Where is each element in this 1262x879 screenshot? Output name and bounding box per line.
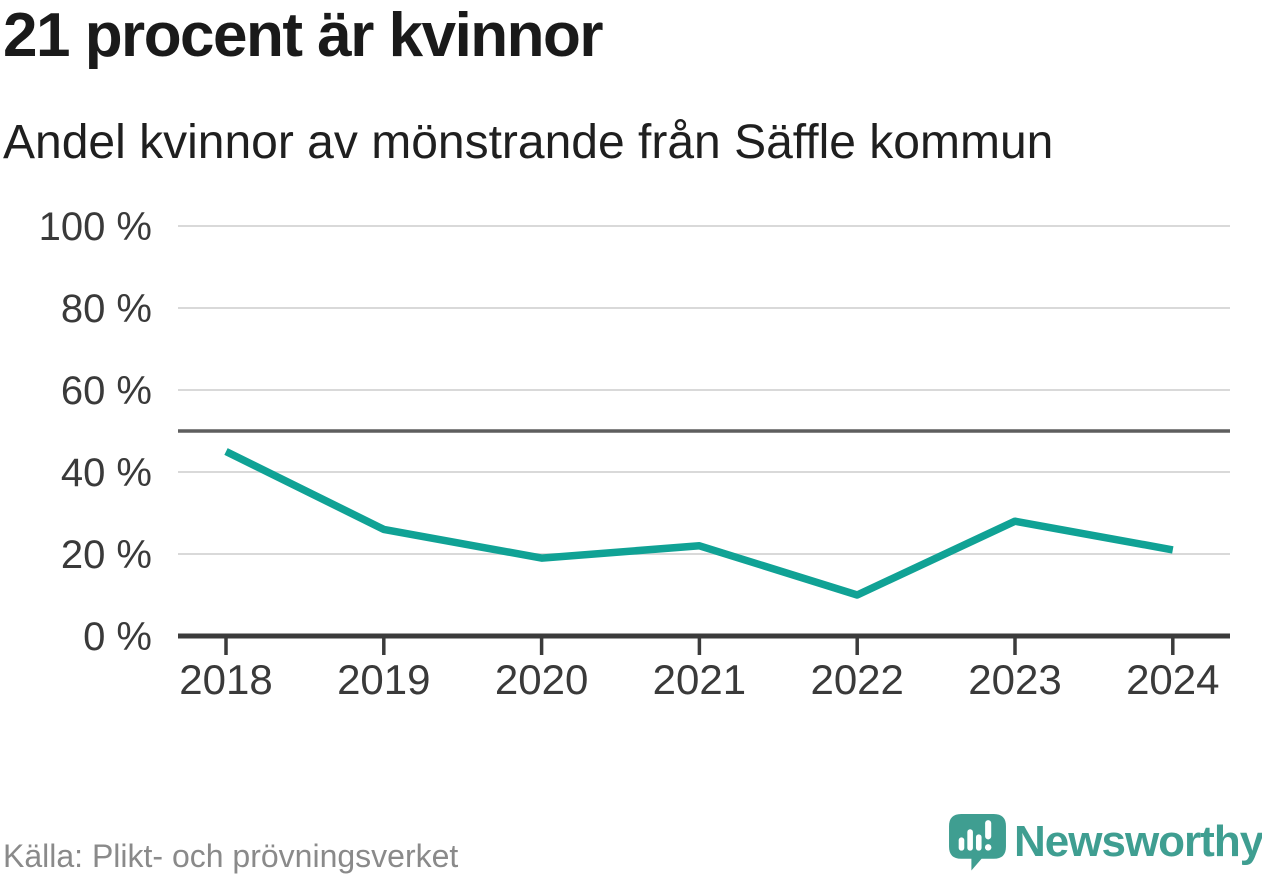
bar-short-icon [958,837,965,851]
x-axis-label-2020: 2020 [495,656,588,703]
x-axis-label-2023: 2023 [968,656,1061,703]
newsworthy-logo-icon [949,814,1006,871]
x-axis-label-2024: 2024 [1126,656,1219,703]
y-axis-label: 40 % [61,451,152,495]
y-axis-label: 60 % [61,369,152,413]
x-axis-label-2022: 2022 [810,656,903,703]
y-axis-label: 0 % [83,615,152,659]
newsworthy-logo: Newsworthy [947,810,1262,874]
x-axis-label-2018: 2018 [179,656,272,703]
y-axis-label: 100 % [39,205,152,249]
chart-subtitle: Andel kvinnor av mönstrande från Säffle … [3,116,1054,169]
source-note: Källa: Plikt- och prövningsverket [3,838,459,874]
x-axis-label-2021: 2021 [653,656,746,703]
chart-title: 21 procent är kvinnor [3,1,604,70]
exclamation-bar-icon [985,820,992,840]
x-axis-label-2019: 2019 [337,656,430,703]
line-chart: 0 % 20 % 40 % 60 % 80 % 100 % 2018 2019 2020 2021… [39,205,1230,703]
data-line-andel-kvinnor-av-mönstrande [224,448,1174,599]
exclamation-dot-icon [984,844,992,851]
bar-medium-icon [975,834,982,851]
newsworthy-wordmark: Newsworthy [1014,817,1262,866]
y-axis-label: 20 % [61,533,152,577]
y-axis-label: 80 % [61,287,152,331]
bar-tall-icon [967,829,973,851]
